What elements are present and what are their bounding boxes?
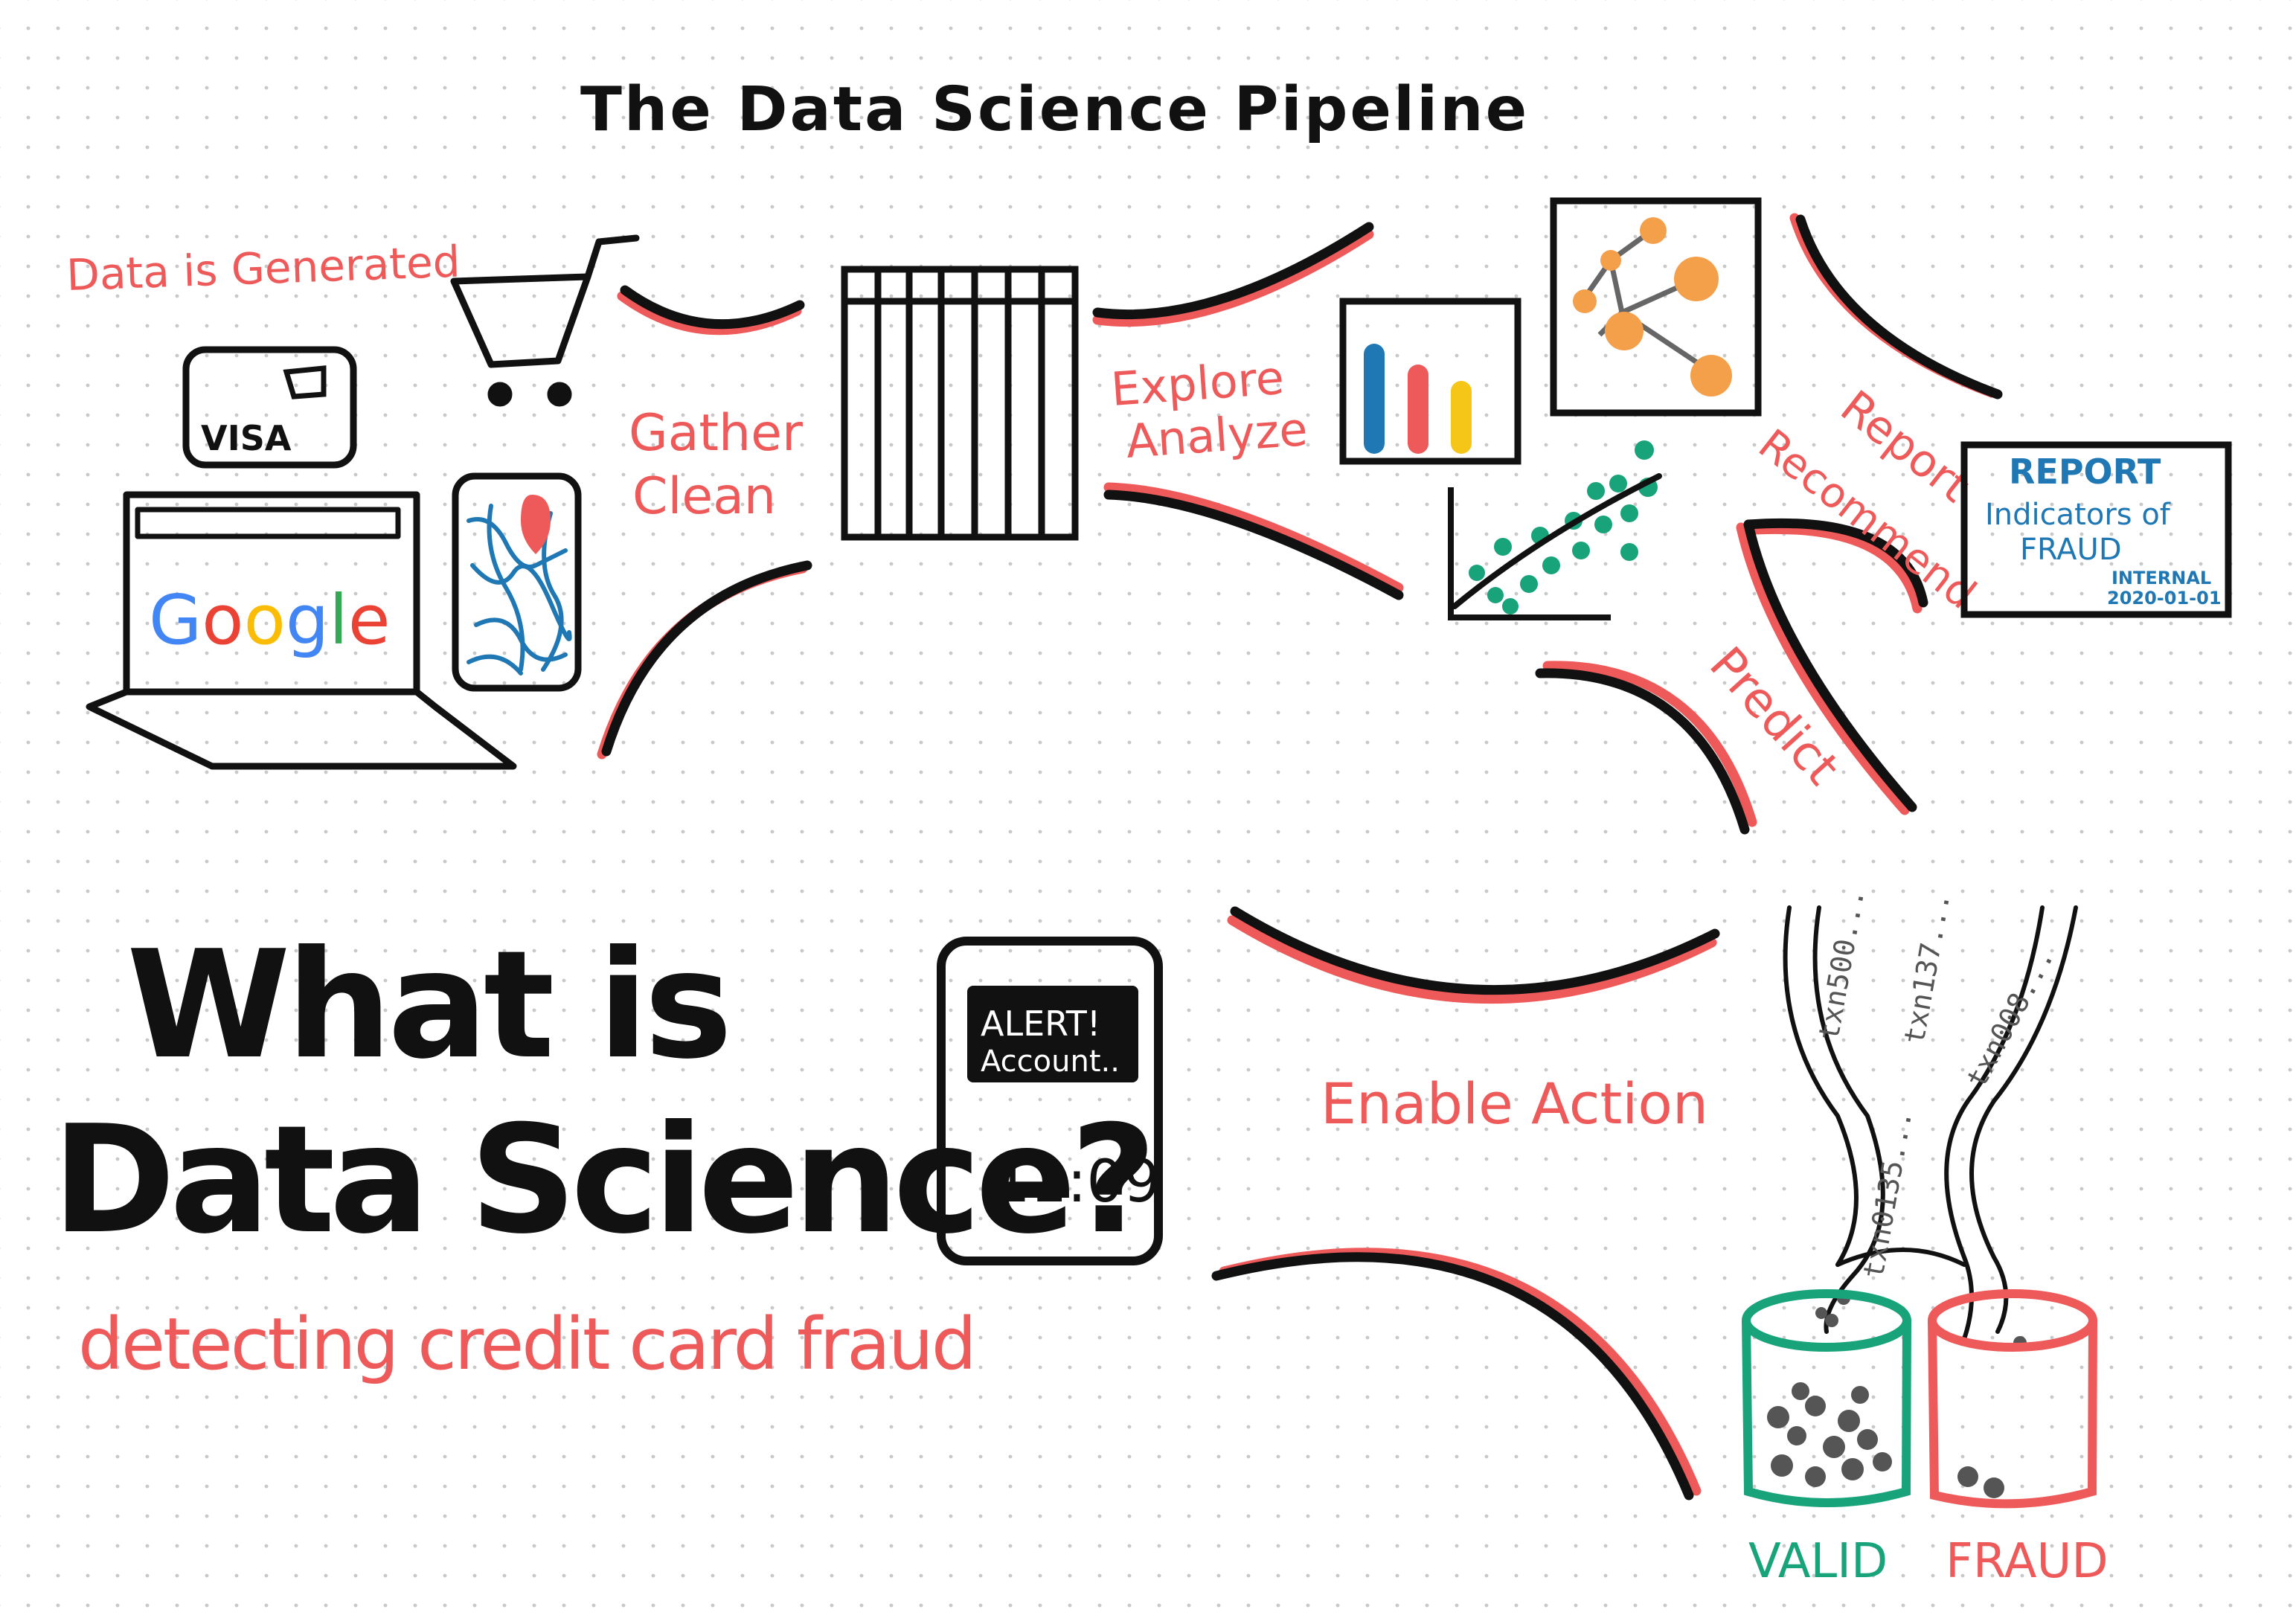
flow-curve-explore-top — [1092, 222, 1374, 327]
report-date: 2020-01-01 — [2107, 588, 2222, 609]
stage-label-clean: Clean — [632, 467, 776, 526]
report-heading: REPORT — [2009, 452, 2161, 492]
stage-label-analyze: Analyze — [1124, 402, 1309, 469]
diagram-title: The Data Science Pipeline — [580, 74, 1529, 145]
laptop-brand-letter: e — [348, 580, 391, 660]
laptop-brand-text: Google — [149, 580, 390, 660]
report-line1: Indicators of — [1985, 498, 2171, 532]
flow-curve-action-bottom — [1211, 1248, 1702, 1501]
laptop-brand-letter: G — [149, 580, 202, 660]
flow-curve-gather-bottom — [597, 560, 812, 760]
map-phone-icon — [452, 472, 582, 692]
flow-curve-action-top — [1227, 906, 1720, 1004]
laptop-brand-letter: g — [286, 580, 329, 660]
laptop-brand: Google — [149, 580, 390, 660]
valid-bin-label: VALID — [1748, 1534, 1888, 1589]
flow-curve-predict-right — [1736, 519, 1917, 815]
stage-label-generated: Data is Generated — [65, 237, 461, 301]
fraud-bin-label: FRAUD — [1946, 1534, 2109, 1589]
data-table-icon — [841, 266, 1079, 541]
bar-chart-icon — [1339, 298, 1521, 465]
phone-alert-line2: Account.. — [981, 1044, 1120, 1079]
main-question-line1: What is — [126, 919, 728, 1092]
stage-label-gather: Gather — [629, 404, 803, 463]
report-line2: FRAUD — [2020, 533, 2122, 567]
flow-curve-report-bottom — [1737, 518, 1928, 614]
stage-label-explore: Explore — [1109, 350, 1286, 417]
fraud-bin-icon — [1928, 1289, 2097, 1509]
transaction-dots — [1815, 1291, 2027, 1349]
flow-curve-explore-bottom — [1103, 482, 1404, 600]
phone-alert-line1: ALERT! — [981, 1004, 1100, 1044]
valid-bin-icon — [1742, 1289, 1911, 1507]
txn-label-2: txn137... — [1898, 890, 1957, 1046]
report-document-icon: REPORT Indicators of FRAUD INTERNAL 2020… — [1960, 441, 2232, 618]
scatter-plot-icon — [1448, 440, 1662, 620]
laptop-icon — [86, 491, 517, 770]
report-tag: INTERNAL — [2111, 568, 2211, 588]
laptop-brand-letter: o — [244, 580, 286, 660]
stage-label-enable-action: Enable Action — [1321, 1071, 1708, 1137]
main-question-line2: Data Science? — [52, 1094, 1151, 1267]
flow-curve-predict-left — [1535, 661, 1757, 835]
laptop-brand-letter: o — [202, 580, 243, 660]
flow-curve-report-top — [1789, 213, 2003, 399]
flow-curve-gather-top — [617, 285, 805, 336]
txn-label-4: txn0135... — [1857, 1108, 1919, 1281]
laptop-brand-letter: l — [329, 580, 348, 660]
subtitle: detecting credit card fraud — [78, 1303, 975, 1386]
credit-card-icon: VISA — [182, 346, 357, 469]
transaction-streams — [1783, 905, 2078, 1341]
card-brand: VISA — [201, 418, 292, 458]
alert-phone-icon: ALERT! Account.. 11:09 — [937, 937, 1163, 1265]
phone-time: 11:09 — [993, 1149, 1161, 1216]
network-graph-icon — [1550, 197, 1762, 417]
shopping-cart-icon — [450, 234, 640, 407]
